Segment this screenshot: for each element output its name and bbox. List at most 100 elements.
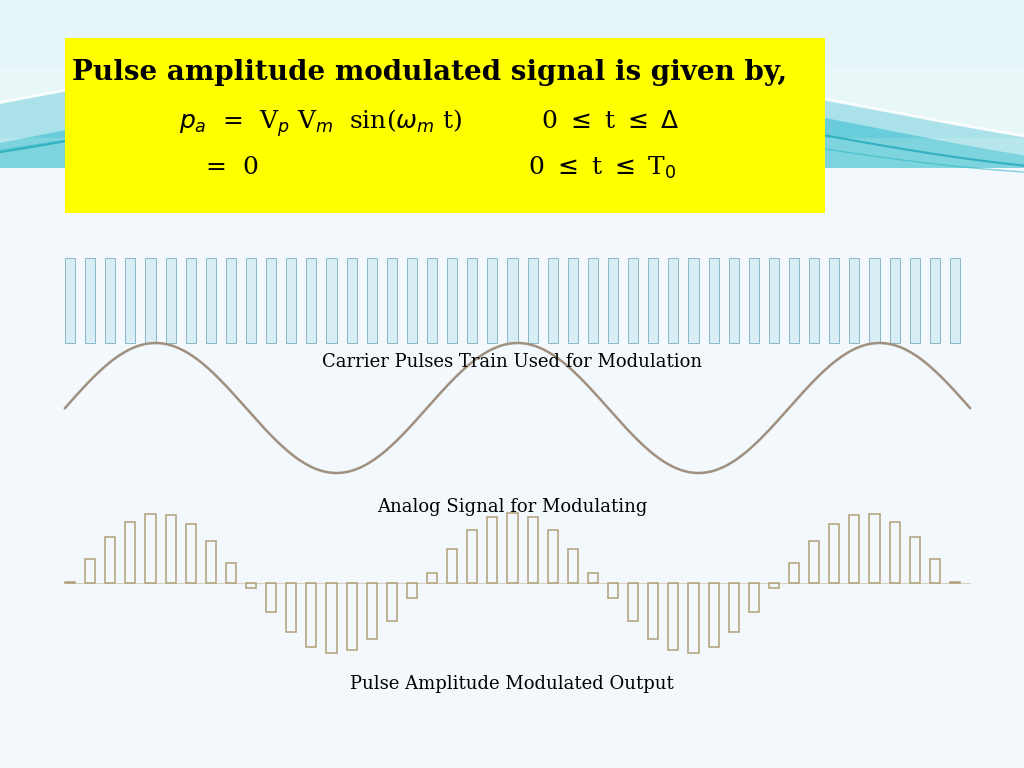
Bar (185, 524, 196, 583)
Bar (65, 582, 75, 583)
Bar (85, 258, 95, 343)
Bar (166, 515, 175, 583)
Bar (648, 258, 658, 343)
Bar (367, 583, 377, 639)
Bar (145, 514, 156, 583)
Bar (769, 258, 779, 343)
Text: Carrier Pulses Train Used for Modulation: Carrier Pulses Train Used for Modulation (322, 353, 702, 371)
Bar (829, 258, 840, 343)
Bar (930, 258, 940, 343)
Bar (709, 258, 719, 343)
Bar (608, 583, 618, 598)
Bar (487, 518, 498, 583)
Bar (0, 0, 1024, 68)
Bar (648, 583, 658, 639)
Bar (266, 258, 276, 343)
Bar (427, 258, 437, 343)
Bar (346, 583, 356, 650)
Bar (407, 258, 417, 343)
Bar (467, 258, 477, 343)
Bar (65, 258, 75, 343)
Bar (246, 258, 256, 343)
Bar (447, 549, 457, 583)
Bar (327, 258, 337, 343)
Bar (427, 573, 437, 583)
Bar (950, 582, 959, 583)
Bar (105, 537, 116, 583)
Bar (608, 258, 618, 343)
Bar (0, 0, 1024, 138)
Bar (508, 258, 517, 343)
Bar (467, 530, 477, 583)
Bar (567, 258, 578, 343)
Bar (909, 537, 920, 583)
Text: =  0                                  0 $\leq$ t $\leq$ T$_0$: = 0 0 $\leq$ t $\leq$ T$_0$ (182, 155, 677, 181)
Bar (688, 583, 698, 653)
Bar (669, 258, 678, 343)
Bar (548, 530, 558, 583)
Bar (125, 258, 135, 343)
Bar (206, 258, 216, 343)
Bar (548, 258, 558, 343)
Bar (809, 541, 819, 583)
Bar (669, 583, 678, 650)
Bar (950, 258, 959, 343)
Bar (527, 258, 538, 343)
Bar (226, 258, 236, 343)
Bar (185, 258, 196, 343)
Bar (0, 168, 1024, 768)
Bar (246, 583, 256, 588)
Bar (105, 258, 116, 343)
Bar (909, 258, 920, 343)
Bar (306, 258, 316, 343)
Bar (749, 258, 759, 343)
Bar (85, 558, 95, 583)
Bar (387, 583, 397, 621)
Bar (588, 258, 598, 343)
Bar (588, 573, 598, 583)
Bar (508, 513, 517, 583)
Bar (849, 515, 859, 583)
Bar (367, 258, 377, 343)
Bar (849, 258, 859, 343)
Text: Pulse amplitude modulated signal is given by,: Pulse amplitude modulated signal is give… (73, 59, 787, 87)
Bar (387, 258, 397, 343)
Text: Pulse Amplitude Modulated Output: Pulse Amplitude Modulated Output (350, 675, 674, 693)
Bar (869, 258, 880, 343)
Bar (688, 258, 698, 343)
Text: Analog Signal for Modulating: Analog Signal for Modulating (377, 498, 647, 516)
Bar (769, 583, 779, 588)
Bar (346, 258, 356, 343)
Bar (790, 563, 799, 583)
Bar (527, 518, 538, 583)
Bar (166, 258, 175, 343)
Bar (709, 583, 719, 647)
Bar (0, 0, 1024, 188)
Bar (930, 558, 940, 583)
Bar (447, 258, 457, 343)
Polygon shape (0, 0, 1024, 155)
Bar (206, 541, 216, 583)
Bar (729, 258, 738, 343)
Bar (65, 38, 825, 213)
Bar (327, 583, 337, 653)
Bar (306, 583, 316, 647)
Bar (790, 258, 799, 343)
Bar (729, 583, 738, 633)
Bar (266, 583, 276, 612)
Bar (567, 549, 578, 583)
Bar (829, 524, 840, 583)
Bar (628, 258, 638, 343)
Bar (890, 521, 900, 583)
Polygon shape (0, 0, 1024, 136)
Bar (487, 258, 498, 343)
Bar (125, 521, 135, 583)
Bar (869, 514, 880, 583)
Bar (628, 583, 638, 621)
Bar (287, 258, 296, 343)
Bar (749, 583, 759, 612)
Bar (890, 258, 900, 343)
Bar (226, 563, 236, 583)
Bar (407, 583, 417, 598)
Bar (287, 583, 296, 633)
